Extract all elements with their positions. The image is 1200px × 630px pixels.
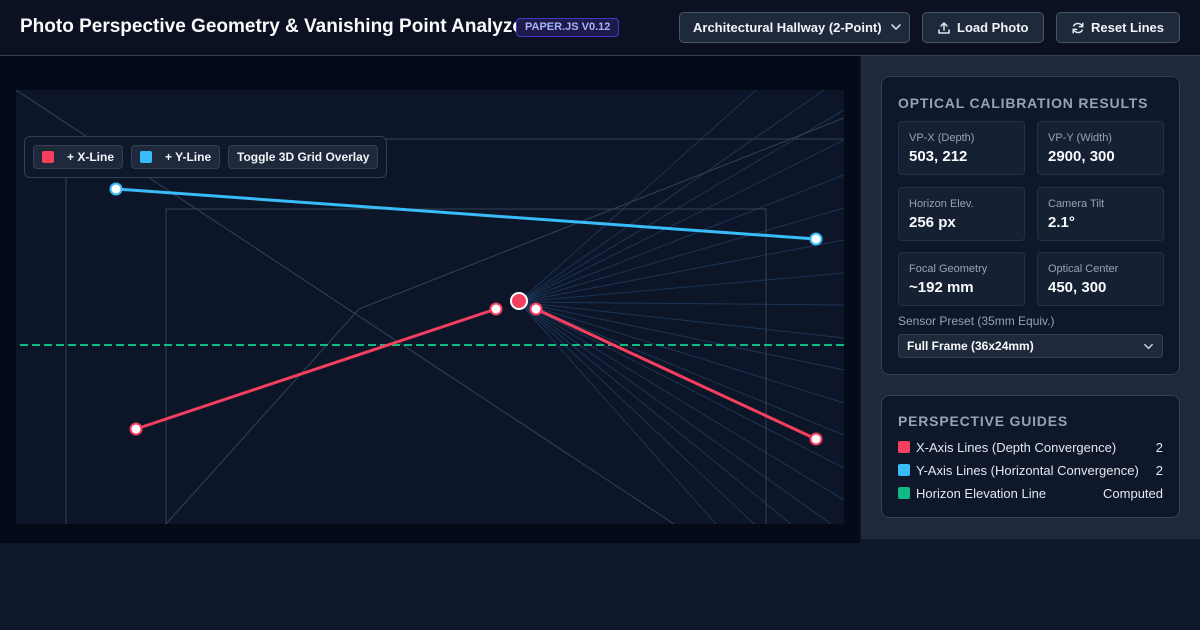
guide-label: Y-Axis Lines (Horizontal Convergence) [916,463,1139,478]
line-handle [129,422,143,436]
grid-ray [518,301,844,436]
refresh-icon [1072,22,1084,34]
grid-ray [518,301,792,524]
stat-value: 256 px [909,214,956,231]
chevron-down-icon [1144,343,1153,350]
line-handle [489,302,503,316]
grid-ray [518,109,844,303]
grid-ray [518,301,844,339]
grid-ray [518,301,755,524]
x-axis-swatch [898,441,910,453]
line-handle [529,302,543,316]
stat-value: ~192 mm [909,279,974,296]
x-line-swatch [42,151,54,163]
stat-value: 503, 212 [909,148,968,165]
stat-camera-tilt: Camera Tilt 2.1° [1037,187,1164,241]
grid-ray [518,139,844,303]
reset-lines-label: Reset Lines [1091,20,1164,35]
y-line-swatch [140,151,152,163]
stat-focal-geometry: Focal Geometry ~192 mm [898,252,1025,306]
stat-label: Camera Tilt [1048,198,1105,210]
grid-overlay [518,90,844,524]
upload-icon [938,22,950,34]
wall-edge [165,117,844,524]
guide-label: X-Axis Lines (Depth Convergence) [916,440,1117,455]
stat-horizon-elevation: Horizon Elev. 256 px [898,187,1025,241]
add-x-line-label: + X-Line [67,150,115,164]
y-axis-swatch [898,464,910,476]
grid-ray [518,301,844,371]
chevron-down-icon [891,24,901,30]
stat-vp-y: VP-Y (Width) 2900, 300 [1037,121,1164,175]
guide-row-horizon: Horizon Elevation Line Computed [898,486,1163,502]
x-line [534,307,818,441]
stat-vp-x: VP-X (Depth) 503, 212 [898,121,1025,175]
vanishing-point-marker[interactable] [510,292,528,310]
grid-ray [518,239,844,303]
calibration-title: OPTICAL CALIBRATION RESULTS [898,95,1149,111]
grid-ray [518,301,844,469]
version-badge: PAPER.JS V0.12 [516,18,620,37]
toggle-grid-label: Toggle 3D Grid Overlay [237,150,370,164]
stat-value: 2.1° [1048,214,1075,231]
guide-value: Computed [1103,486,1163,501]
add-y-line-label: + Y-Line [165,150,212,164]
line-handle [809,232,823,246]
guides-title: PERSPECTIVE GUIDES [898,413,1068,429]
stat-value: 450, 300 [1048,279,1107,296]
sensor-preset-select[interactable]: Full Frame (36x24mm) [898,334,1163,358]
line-handle [109,182,123,196]
grid-ray [518,272,844,303]
guide-label: Horizon Elevation Line [916,486,1047,501]
workspace: + X-Line + Y-Line Toggle 3D Grid Overlay [0,56,860,543]
grid-ray [518,207,844,303]
add-y-line-button[interactable]: + Y-Line [131,145,220,169]
grid-ray [518,301,717,524]
stat-optical-center: Optical Center 450, 300 [1037,252,1164,306]
guides-card: PERSPECTIVE GUIDES X-Axis Lines (Depth C… [881,395,1180,518]
toggle-grid-button[interactable]: Toggle 3D Grid Overlay [228,145,378,169]
guide-value: 2 [1155,463,1163,478]
sensor-preset-value: Full Frame (36x24mm) [907,339,1034,353]
guide-row-x-axis: X-Axis Lines (Depth Convergence) 2 [898,440,1163,456]
scene-preset-value: Architectural Hallway (2-Point) [693,20,882,35]
guide-value: 2 [1155,440,1163,455]
y-line [114,187,818,241]
inner-doorway [165,208,767,524]
guide-row-y-axis: Y-Axis Lines (Horizontal Convergence) 2 [898,463,1163,479]
horizon-swatch [898,487,910,499]
grid-ray [518,301,844,501]
add-x-line-button[interactable]: + X-Line [33,145,123,169]
y-lines[interactable] [109,182,823,246]
stat-label: Optical Center [1048,263,1119,275]
stat-label: Horizon Elev. [909,198,974,210]
reset-lines-button[interactable]: Reset Lines [1056,12,1180,43]
grid-ray [518,301,844,306]
calibration-card: OPTICAL CALIBRATION RESULTS VP-X (Depth)… [881,76,1180,375]
outer-frame [65,138,844,524]
grid-ray [518,90,825,303]
stat-label: Focal Geometry [909,263,988,275]
side-panel: OPTICAL CALIBRATION RESULTS VP-X (Depth)… [861,56,1200,539]
stat-value: 2900, 300 [1048,148,1115,165]
line-handle [809,432,823,446]
app-title: Photo Perspective Geometry & Vanishing P… [20,16,531,37]
stat-label: VP-X (Depth) [909,132,975,144]
stat-label: VP-Y (Width) [1048,132,1112,144]
load-photo-button[interactable]: Load Photo [922,12,1044,43]
sensor-preset-label: Sensor Preset (35mm Equiv.) [898,314,1055,328]
scene-preset-select[interactable]: Architectural Hallway (2-Point) [679,12,910,43]
grid-ray [518,90,757,303]
perspective-stage[interactable] [16,90,844,524]
line-toolbar: + X-Line + Y-Line Toggle 3D Grid Overlay [24,136,387,178]
x-line [134,307,498,431]
grid-ray [518,174,844,303]
grid-ray [518,301,832,524]
top-bar: Photo Perspective Geometry & Vanishing P… [0,0,1200,56]
x-lines[interactable] [129,302,823,446]
grid-ray [518,301,844,404]
load-photo-label: Load Photo [957,20,1029,35]
